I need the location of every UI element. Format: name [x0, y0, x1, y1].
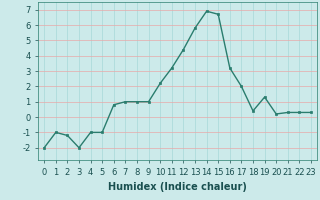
X-axis label: Humidex (Indice chaleur): Humidex (Indice chaleur)	[108, 182, 247, 192]
